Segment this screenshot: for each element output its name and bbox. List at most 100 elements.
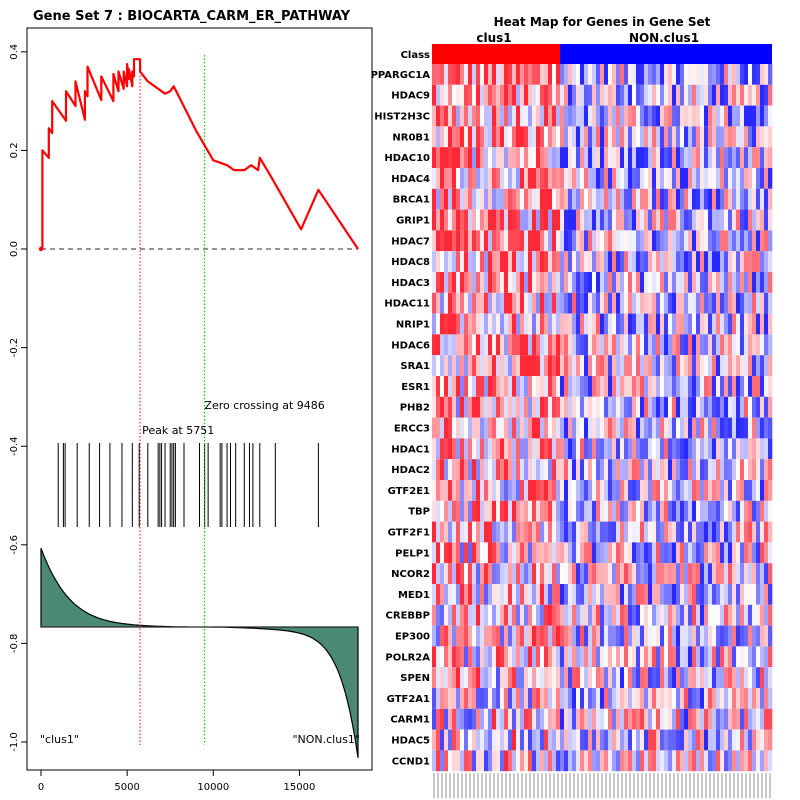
sample-label-mark <box>509 773 511 798</box>
heatmap-cell <box>640 750 645 772</box>
heatmap-cell <box>628 688 633 709</box>
heatmap-cell <box>584 376 589 397</box>
heatmap-cell <box>588 667 593 688</box>
heatmap-cell <box>508 230 513 252</box>
heatmap-cell <box>524 292 529 314</box>
heatmap-cell <box>748 126 753 148</box>
heatmap-cell <box>760 584 765 605</box>
heatmap-cell <box>488 126 493 148</box>
heatmap-cell <box>516 84 521 106</box>
heatmap-cell <box>728 168 733 189</box>
heatmap-cell <box>632 500 637 522</box>
heatmap-cell <box>608 147 613 168</box>
heatmap-cell <box>716 459 721 480</box>
heatmap-cell <box>464 188 469 210</box>
heatmap-cell <box>616 272 621 293</box>
x-tick-label: 15000 <box>284 782 316 793</box>
heatmap-cell <box>480 521 485 543</box>
heatmap-cell <box>432 604 437 626</box>
heatmap-cell <box>496 604 501 626</box>
heatmap-cell <box>688 646 693 668</box>
heatmap-cell <box>616 708 621 730</box>
heatmap-cell <box>492 604 497 626</box>
class-bar-clus1 <box>432 44 560 64</box>
heatmap-cell <box>512 480 517 501</box>
heatmap-cell <box>656 251 661 272</box>
heatmap-cell <box>540 84 545 106</box>
heatmap-cell <box>524 251 529 272</box>
sample-label-mark <box>701 773 703 798</box>
heatmap-cell <box>728 459 733 480</box>
hit-ticks <box>57 443 319 527</box>
heatmap-cell <box>460 84 465 106</box>
heatmap-cell <box>736 708 741 730</box>
heatmap-cell <box>448 230 453 252</box>
heatmap-cell <box>672 147 677 168</box>
heatmap-cell <box>692 313 697 335</box>
heatmap-cell <box>440 521 445 543</box>
heatmap-cell <box>504 750 509 772</box>
heatmap-cell <box>492 667 497 688</box>
heatmap-cell <box>496 147 501 168</box>
heatmap-cell <box>668 750 673 772</box>
heatmap-cell <box>508 667 513 688</box>
heatmap-cell <box>508 500 513 522</box>
heatmap-cell <box>436 438 441 460</box>
sample-label-mark <box>621 773 623 798</box>
heatmap-cell <box>464 708 469 730</box>
heatmap-cell <box>684 584 689 605</box>
heatmap-cell <box>464 168 469 189</box>
heatmap-cell <box>564 209 569 231</box>
heatmap-cell <box>704 480 709 501</box>
heatmap-cell <box>632 459 637 480</box>
heatmap-cell <box>516 584 521 605</box>
heatmap-cell <box>652 168 657 189</box>
heatmap-cell <box>516 646 521 668</box>
heatmap-cell <box>716 542 721 564</box>
heatmap-cell <box>696 84 701 106</box>
heatmap-cell <box>764 355 769 376</box>
heatmap-cell <box>752 126 757 148</box>
heatmap-cell <box>712 209 717 231</box>
heatmap-cell <box>560 251 565 272</box>
heatmap-cell <box>580 750 585 772</box>
heatmap-cell <box>720 126 725 148</box>
heatmap-cell <box>628 355 633 376</box>
heatmap-cell <box>488 480 493 501</box>
heatmap-cell <box>676 542 681 564</box>
heatmap-cell <box>616 563 621 584</box>
heatmap-cell <box>716 750 721 772</box>
heatmap-cell <box>684 355 689 376</box>
heatmap-cell <box>516 188 521 210</box>
heatmap-cell <box>568 584 573 605</box>
heatmap-cell <box>524 438 529 460</box>
heatmap-cell <box>760 480 765 501</box>
heatmap-cell <box>516 313 521 335</box>
heatmap-cell <box>456 563 461 584</box>
heatmap-cell <box>444 355 449 376</box>
heatmap-cell <box>504 646 509 668</box>
heatmap-cell <box>680 417 685 439</box>
heatmap-cell <box>716 667 721 688</box>
heatmap-cell <box>696 750 701 772</box>
heatmap-cell <box>492 688 497 709</box>
heatmap-cell <box>464 563 469 584</box>
heatmap-cell <box>592 417 597 439</box>
heatmap-cell <box>540 646 545 668</box>
heatmap-cell <box>732 313 737 335</box>
heatmap-cell <box>496 105 501 127</box>
heatmap-cell <box>500 376 505 397</box>
heatmap-cell <box>500 292 505 314</box>
heatmap-cell <box>616 667 621 688</box>
heatmap-cell <box>728 438 733 460</box>
heatmap-cell <box>692 147 697 168</box>
heatmap-cell <box>524 459 529 480</box>
sample-label-mark <box>473 773 475 798</box>
heatmap-cell <box>448 292 453 314</box>
heatmap-cell <box>500 459 505 480</box>
heatmap-cell <box>560 396 565 418</box>
heatmap-cell <box>448 500 453 522</box>
heatmap-cell <box>528 688 533 709</box>
heatmap-cell <box>748 438 753 460</box>
heatmap-cell <box>540 604 545 626</box>
